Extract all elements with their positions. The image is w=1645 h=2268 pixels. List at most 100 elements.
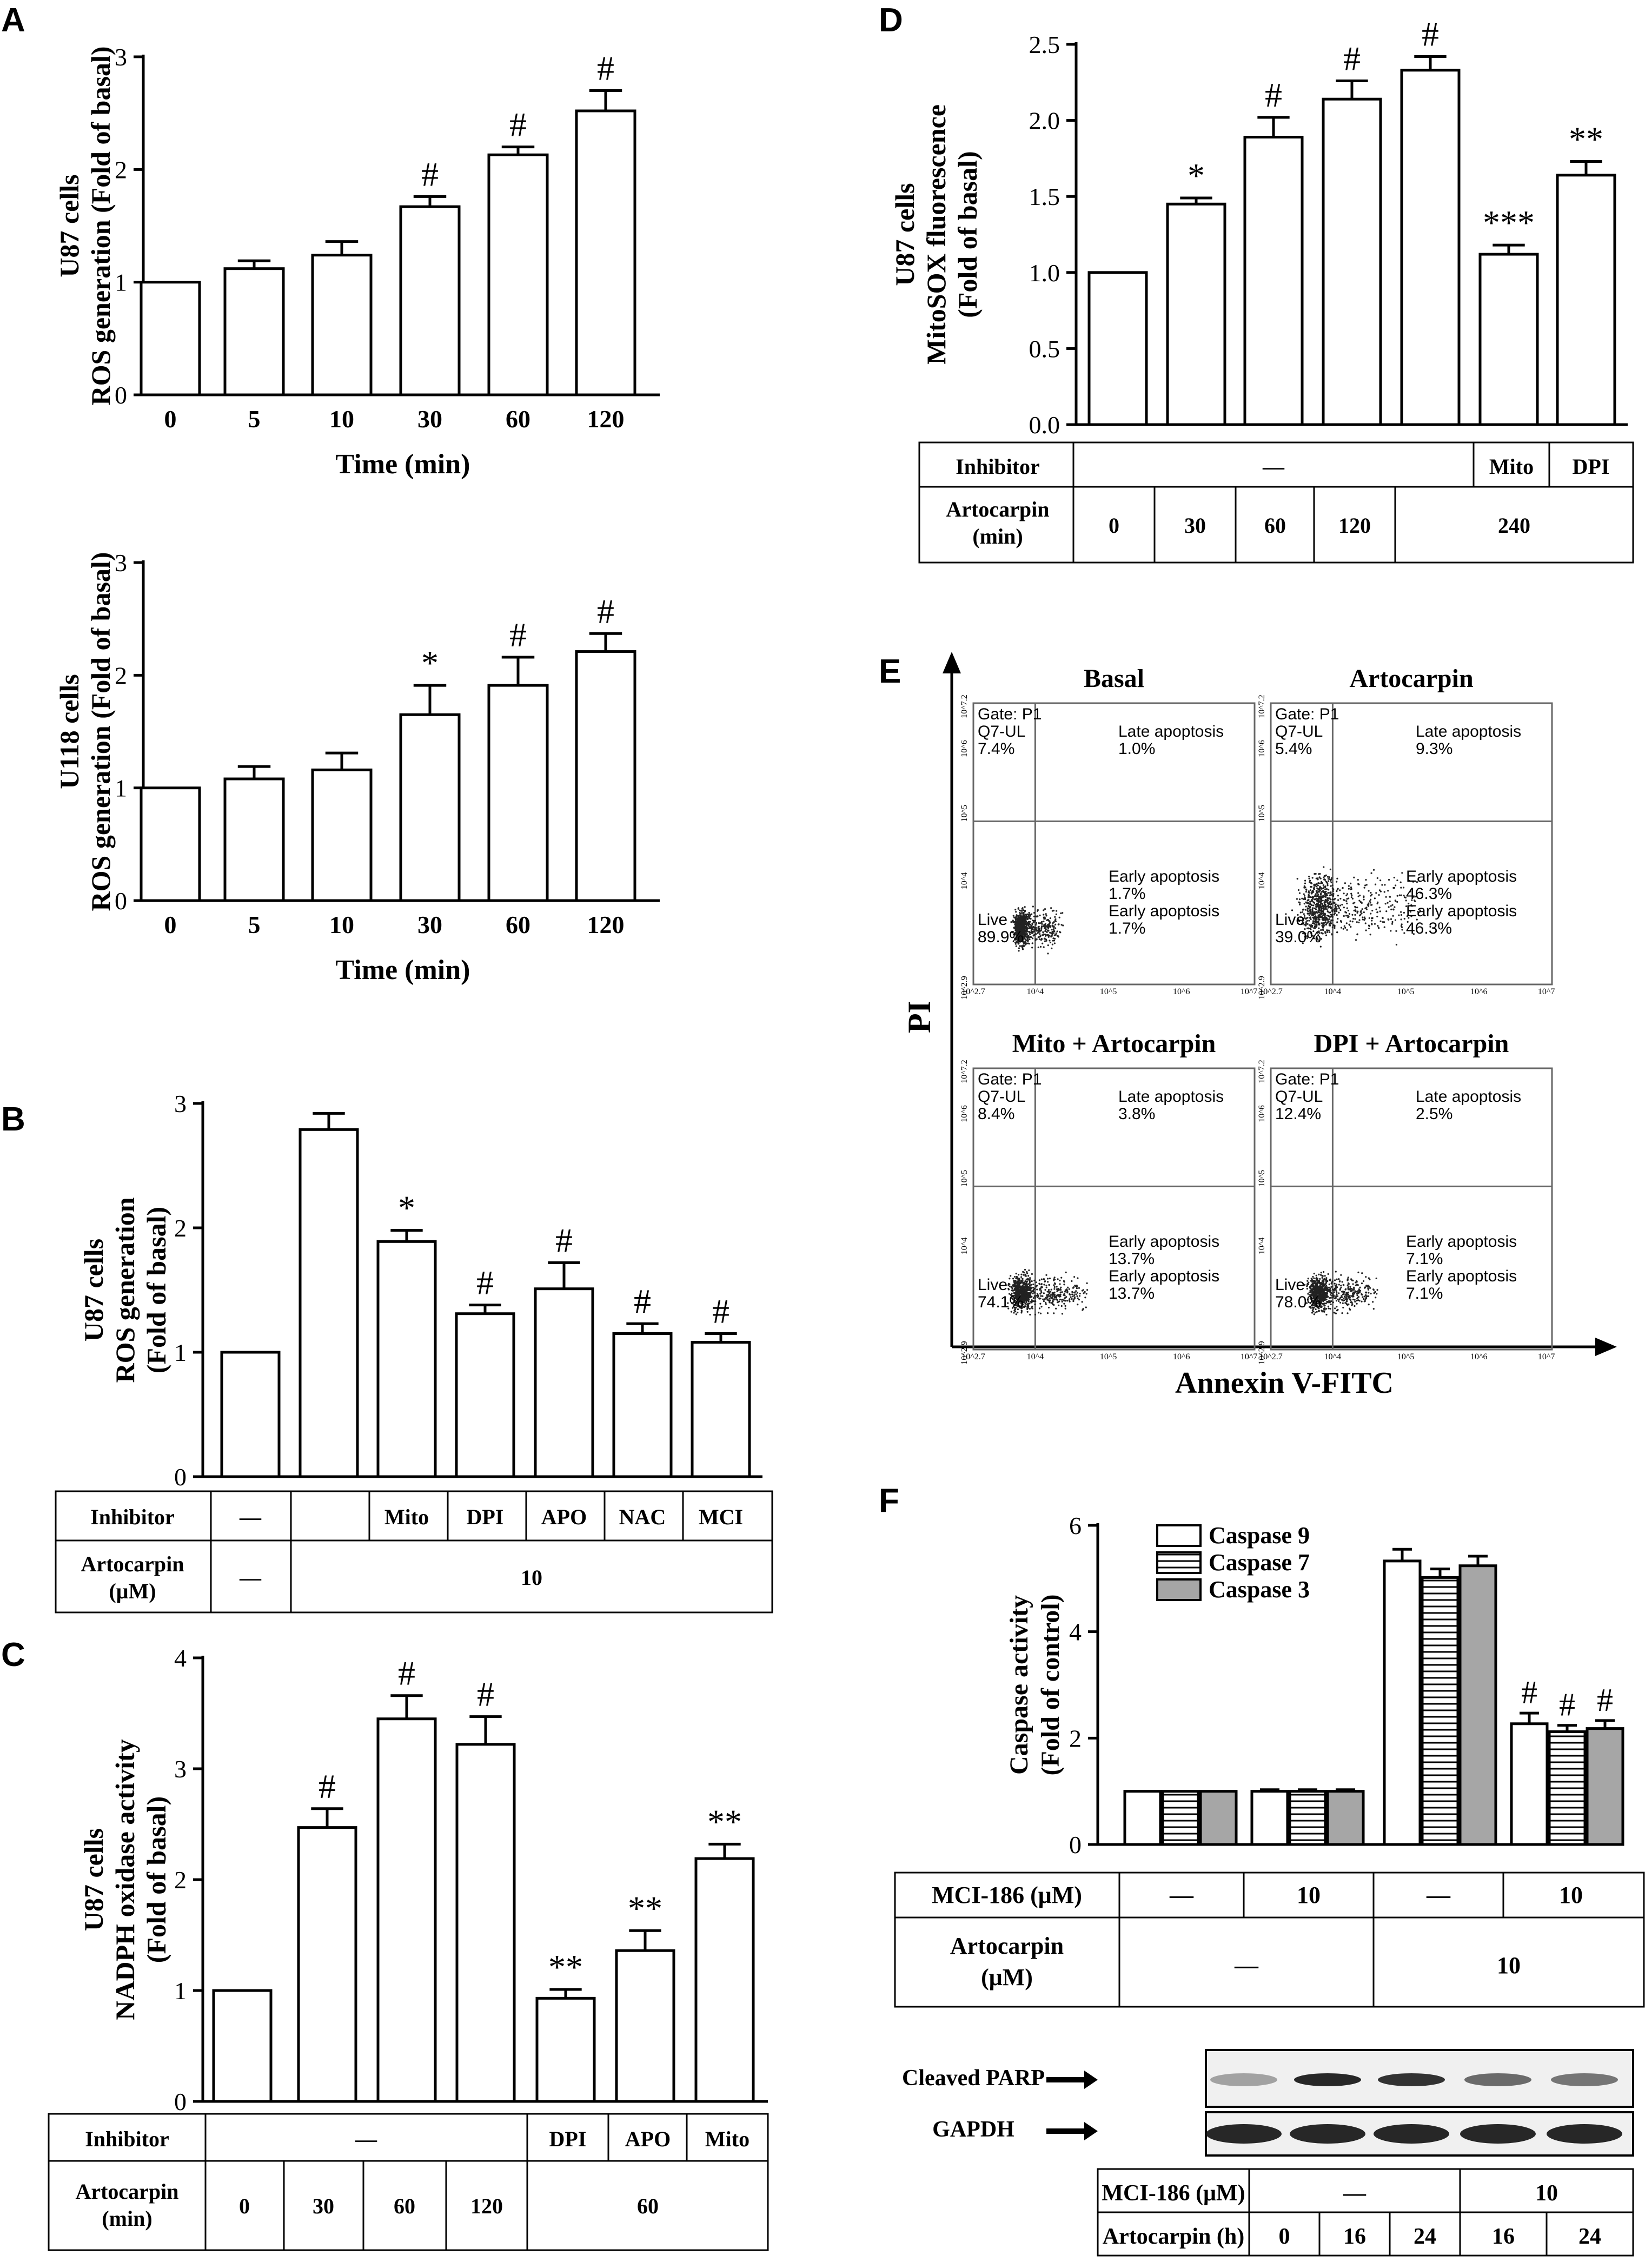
- event-dot: [1339, 1297, 1342, 1299]
- event-dot: [1343, 892, 1345, 895]
- event-dot: [1038, 1279, 1041, 1281]
- event-dot: [1357, 878, 1359, 881]
- event-dot: [1016, 1281, 1018, 1283]
- event-dot: [1027, 1292, 1029, 1294]
- event-dot: [1387, 918, 1389, 921]
- event-dot: [1020, 1273, 1023, 1275]
- event-dot: [1301, 897, 1303, 900]
- event-dot: [1357, 895, 1359, 897]
- event-dot: [1031, 1305, 1033, 1308]
- event-dot: [1053, 1277, 1056, 1279]
- event-dot: [1367, 1286, 1369, 1288]
- protein-band: [1374, 2124, 1449, 2144]
- event-dot: [1338, 1278, 1340, 1280]
- event-dot: [1017, 920, 1019, 922]
- event-dot: [1316, 883, 1318, 885]
- event-dot: [1079, 1292, 1081, 1295]
- event-dot: [1308, 908, 1310, 910]
- event-dot: [1018, 1291, 1020, 1293]
- event-dot: [1318, 888, 1321, 891]
- event-dot: [1334, 904, 1336, 907]
- event-dot: [1047, 944, 1049, 947]
- event-dot: [1033, 915, 1035, 917]
- live-pct: 74.1%: [978, 1293, 1024, 1311]
- event-dot: [1306, 920, 1308, 922]
- event-dot: [1336, 881, 1338, 883]
- y-axis-label: ROS generation (Fold of basal): [85, 47, 116, 406]
- event-dot: [1363, 1298, 1365, 1300]
- event-dot: [1326, 908, 1328, 910]
- event-dot: [1016, 925, 1018, 927]
- event-dot: [1313, 1290, 1315, 1292]
- event-dot: [1311, 904, 1313, 907]
- event-dot: [1326, 883, 1329, 885]
- event-dot: [1304, 909, 1306, 911]
- event-dot: [1054, 1278, 1056, 1281]
- event-dot: [1320, 912, 1322, 914]
- event-dot: [1018, 947, 1020, 949]
- event-dot: [1025, 918, 1027, 921]
- event-dot: [1406, 915, 1409, 917]
- event-dot: [1309, 917, 1311, 919]
- event-dot: [1350, 882, 1352, 884]
- event-dot: [1057, 1278, 1059, 1280]
- event-dot: [1365, 908, 1368, 910]
- event-dot: [1324, 1283, 1326, 1285]
- event-dot: [1351, 897, 1354, 900]
- event-dot: [1394, 900, 1396, 902]
- event-dot: [1348, 888, 1350, 890]
- panel-letter-b: B: [1, 1101, 25, 1138]
- y-tick-label: 10^2.9: [960, 1341, 969, 1365]
- event-dot: [1022, 944, 1024, 947]
- event-dot: [1390, 908, 1392, 910]
- event-dot: [1024, 941, 1027, 943]
- event-dot: [1318, 876, 1321, 879]
- event-dot: [1010, 921, 1012, 923]
- event-dot: [1085, 1306, 1087, 1308]
- event-dot: [1075, 1290, 1077, 1292]
- event-dot: [1308, 902, 1310, 905]
- gate-label: Gate: P1: [1275, 1070, 1339, 1088]
- live-pct: 39.0%: [1275, 928, 1321, 946]
- event-dot: [1020, 937, 1022, 940]
- event-dot: [1021, 947, 1024, 949]
- event-dot: [1057, 936, 1059, 938]
- event-dot: [1042, 931, 1044, 933]
- event-dot: [1015, 945, 1017, 947]
- event-dot: [1060, 1305, 1063, 1307]
- event-dot: [1328, 1283, 1330, 1286]
- legend-label: Caspase 9: [1209, 1522, 1310, 1549]
- event-dot: [1045, 929, 1047, 931]
- event-dot: [1348, 913, 1350, 915]
- event-dot: [1321, 1286, 1323, 1288]
- event-dot: [1025, 1297, 1027, 1299]
- event-dot: [1308, 896, 1310, 898]
- event-dot: [1309, 880, 1311, 882]
- event-dot: [1342, 1290, 1344, 1293]
- event-dot: [1347, 909, 1349, 912]
- event-dot: [1339, 904, 1342, 907]
- event-dot: [1071, 1280, 1073, 1282]
- event-dot: [1042, 934, 1044, 936]
- event-dot: [1352, 902, 1355, 904]
- event-dot: [1318, 904, 1321, 907]
- event-dot: [1037, 932, 1039, 934]
- event-dot: [1042, 1295, 1044, 1297]
- early-apoptosis-label: Early apoptosis: [1109, 1233, 1219, 1251]
- event-dot: [1058, 1294, 1060, 1296]
- event-dot: [1374, 897, 1376, 900]
- table-cell: Mito: [1489, 454, 1534, 479]
- event-dot: [1316, 885, 1318, 888]
- event-dot: [1342, 887, 1344, 889]
- event-dot: [1059, 931, 1062, 934]
- significance-mark: #: [421, 155, 439, 193]
- event-dot: [1345, 894, 1348, 897]
- event-dot: [1023, 1290, 1025, 1292]
- event-dot: [1309, 911, 1311, 914]
- event-dot: [1027, 916, 1030, 918]
- event-dot: [1347, 1291, 1349, 1294]
- event-dot: [1318, 1286, 1320, 1289]
- event-dot: [1303, 887, 1305, 889]
- event-dot: [1014, 1297, 1016, 1299]
- event-dot: [1072, 1286, 1075, 1288]
